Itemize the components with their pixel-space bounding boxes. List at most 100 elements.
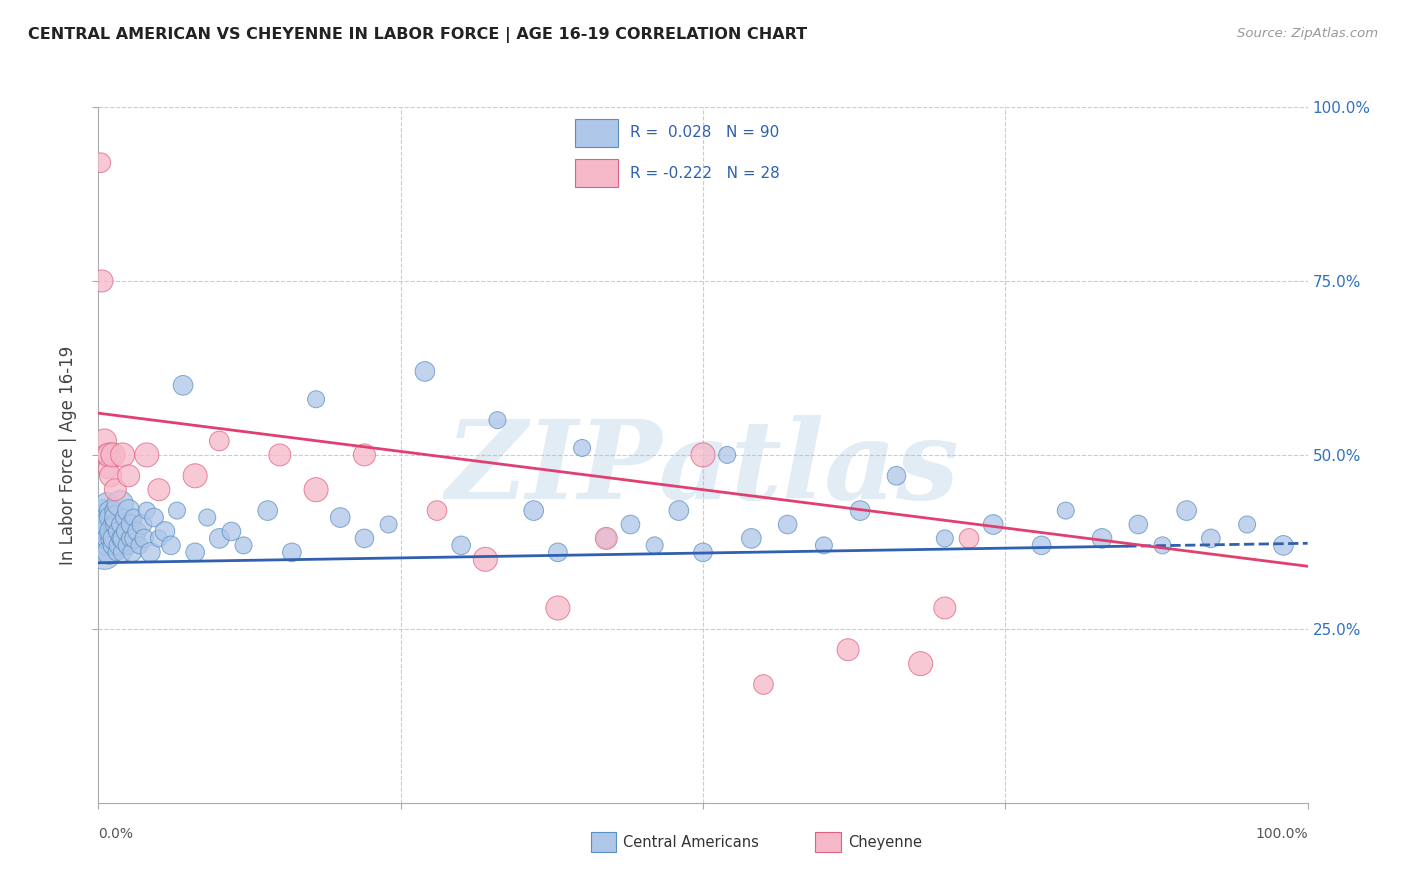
Point bbox=[94, 524, 117, 539]
Point bbox=[118, 532, 141, 546]
Point bbox=[232, 538, 254, 552]
Point bbox=[115, 524, 138, 539]
Point bbox=[112, 510, 135, 524]
Point bbox=[256, 503, 278, 517]
Point bbox=[143, 510, 166, 524]
Point bbox=[110, 517, 132, 532]
Point bbox=[97, 462, 120, 476]
Point bbox=[105, 545, 128, 559]
Point bbox=[93, 545, 115, 559]
Text: CENTRAL AMERICAN VS CHEYENNE IN LABOR FORCE | AGE 16-19 CORRELATION CHART: CENTRAL AMERICAN VS CHEYENNE IN LABOR FO… bbox=[28, 27, 807, 43]
Point bbox=[97, 532, 120, 546]
Point bbox=[118, 503, 141, 517]
Point bbox=[595, 532, 617, 546]
Point bbox=[100, 510, 122, 524]
Point bbox=[91, 503, 114, 517]
Point bbox=[571, 441, 593, 455]
Point bbox=[124, 532, 146, 546]
Point bbox=[668, 503, 690, 517]
Point bbox=[474, 552, 496, 566]
Point bbox=[105, 510, 128, 524]
Point bbox=[740, 532, 762, 546]
Point bbox=[135, 448, 157, 462]
Point bbox=[776, 517, 799, 532]
Point bbox=[153, 524, 176, 539]
Point bbox=[120, 517, 142, 532]
Point bbox=[93, 434, 115, 448]
Text: ZIPatlas: ZIPatlas bbox=[446, 415, 960, 523]
Point bbox=[377, 517, 399, 532]
Point bbox=[221, 524, 243, 539]
Point bbox=[131, 517, 153, 532]
Point bbox=[486, 413, 509, 427]
Point bbox=[97, 517, 120, 532]
Point bbox=[619, 517, 641, 532]
Point bbox=[117, 538, 139, 552]
Text: 100.0%: 100.0% bbox=[1256, 827, 1308, 841]
Point bbox=[837, 642, 859, 657]
Point bbox=[716, 448, 738, 462]
Point bbox=[1091, 532, 1114, 546]
Point bbox=[107, 524, 129, 539]
Point bbox=[108, 532, 131, 546]
Point bbox=[148, 483, 170, 497]
Point bbox=[111, 448, 134, 462]
Point bbox=[329, 510, 352, 524]
Point bbox=[353, 448, 375, 462]
Point bbox=[98, 545, 121, 559]
Y-axis label: In Labor Force | Age 16-19: In Labor Force | Age 16-19 bbox=[59, 345, 77, 565]
Point bbox=[305, 483, 328, 497]
Point bbox=[1236, 517, 1258, 532]
Point bbox=[128, 538, 150, 552]
Point bbox=[94, 510, 117, 524]
Point bbox=[90, 538, 112, 552]
Point bbox=[849, 503, 872, 517]
Point bbox=[100, 532, 122, 546]
Point bbox=[100, 517, 122, 532]
Point bbox=[450, 538, 472, 552]
Point bbox=[122, 510, 145, 524]
Point bbox=[184, 545, 207, 559]
Point bbox=[208, 434, 231, 448]
Point bbox=[134, 532, 156, 546]
Point bbox=[208, 532, 231, 546]
Point bbox=[281, 545, 304, 559]
Point bbox=[981, 517, 1004, 532]
Text: R = -0.222   N = 28: R = -0.222 N = 28 bbox=[630, 166, 780, 180]
Point bbox=[111, 545, 134, 559]
Text: R =  0.028   N = 90: R = 0.028 N = 90 bbox=[630, 126, 780, 140]
Point bbox=[121, 545, 143, 559]
Point bbox=[269, 448, 291, 462]
Point bbox=[547, 545, 569, 559]
Point bbox=[172, 378, 194, 392]
Point bbox=[1175, 503, 1198, 517]
Point bbox=[813, 538, 835, 552]
Point bbox=[184, 468, 207, 483]
Point bbox=[98, 448, 121, 462]
Point bbox=[523, 503, 546, 517]
Point bbox=[1199, 532, 1222, 546]
Point bbox=[104, 517, 127, 532]
Point bbox=[353, 532, 375, 546]
Point bbox=[166, 503, 188, 517]
Text: 0.0%: 0.0% bbox=[98, 827, 134, 841]
Bar bbox=[575, 159, 619, 187]
Point bbox=[1031, 538, 1053, 552]
Point bbox=[547, 601, 569, 615]
Point bbox=[108, 497, 131, 511]
Point bbox=[957, 532, 980, 546]
Point bbox=[96, 448, 118, 462]
Point bbox=[934, 532, 956, 546]
Point bbox=[886, 468, 908, 483]
Point bbox=[305, 392, 328, 407]
Point bbox=[426, 503, 449, 517]
Point bbox=[100, 468, 122, 483]
Point bbox=[692, 448, 714, 462]
Point bbox=[1272, 538, 1295, 552]
Point bbox=[139, 545, 162, 559]
Text: Source: ZipAtlas.com: Source: ZipAtlas.com bbox=[1237, 27, 1378, 40]
Point bbox=[91, 274, 114, 288]
Point bbox=[98, 503, 121, 517]
Point bbox=[160, 538, 183, 552]
Point bbox=[90, 155, 112, 169]
